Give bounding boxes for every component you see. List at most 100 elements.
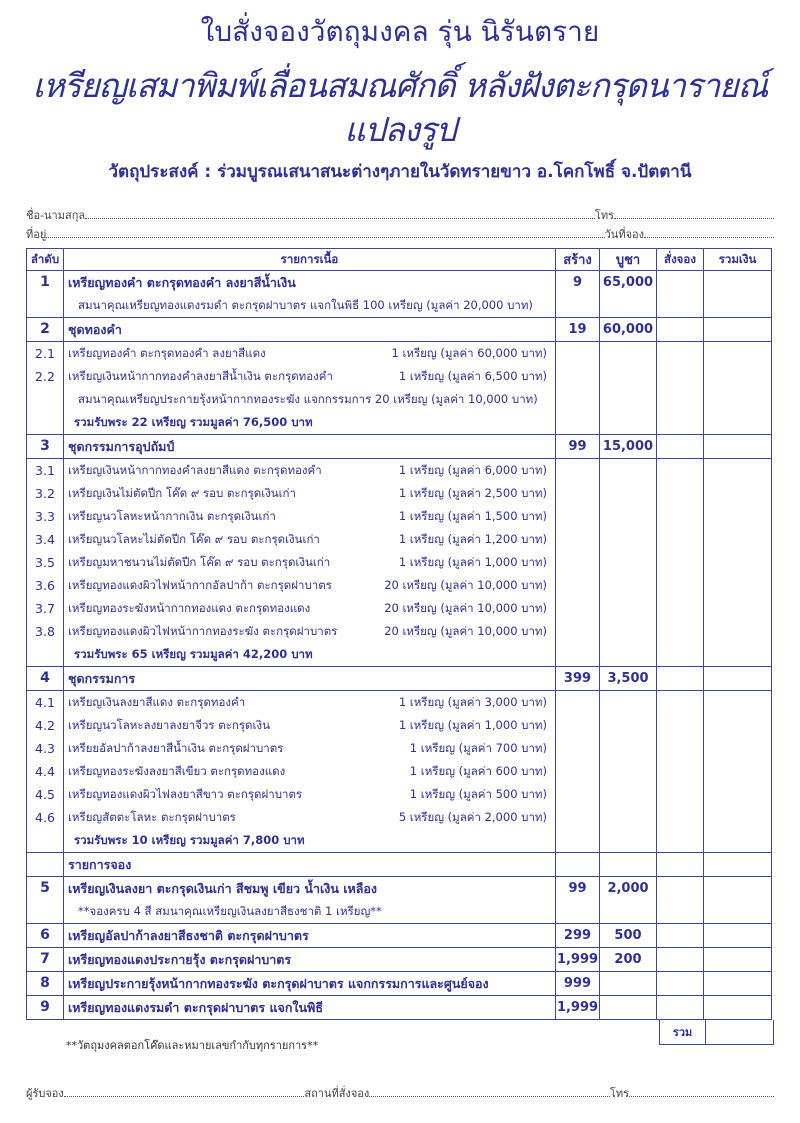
amount-field[interactable] xyxy=(703,458,772,667)
item-line: เหรียญทองระฆังหน้ากากทองแดง ตะกรุดทองแดง… xyxy=(64,597,555,620)
item-text: เหรียญนวโลหะลงยาลงยาจีวร ตะกรุดเงิน xyxy=(68,718,270,732)
order-quantity-field[interactable] xyxy=(656,458,704,667)
order-quantity-field[interactable] xyxy=(656,317,704,342)
item-text: เหรียญทองคำ ตะกรุดทองคำ ลงยาสีน้ำเงิน xyxy=(68,275,296,290)
item-quantity-value: 1 เหรียญ (มูลค่า 1,200 บาท) xyxy=(398,532,547,546)
total-field[interactable] xyxy=(706,1020,773,1044)
amount-field[interactable] xyxy=(703,923,772,948)
table-row: 9 เหรียญทองแดงรมดำ ตะกรุดฝาบาตร แจกในพิธี… xyxy=(26,995,772,1020)
item-text: เหรียญเงินลงยาสีแดง ตะกรุดทองคำ xyxy=(68,695,246,709)
item-text: เหรียยอัลปาก้าลงยาสีน้ำเงิน ตะกรุดฝาบาตร xyxy=(68,741,284,755)
footnote: **วัตถุมงคลตอกโค๊ดและหมายเลขกำกับทุกรายก… xyxy=(66,1039,319,1052)
address-field[interactable] xyxy=(46,229,605,238)
build-count xyxy=(555,341,600,435)
table-row: 3.1 3.2 3.3 3.4 3.5 3.6 3.7 3.8 เหรียญเงินหน้ากา… xyxy=(26,458,772,667)
item-description-cell: เหรียญทองคำ ตะกรุดทองคำ ลงยาสีแดง 1 เหรีย… xyxy=(63,341,556,435)
amount-field[interactable] xyxy=(703,947,772,972)
order-quantity-field[interactable] xyxy=(656,341,704,435)
table-row: 1 เหรียญทองคำ ตะกรุดทองคำ ลงยาสีน้ำเงิน สม… xyxy=(26,270,772,318)
item-number: 3.6 xyxy=(35,578,55,593)
amount-field[interactable] xyxy=(703,434,772,459)
amount-field[interactable] xyxy=(703,852,772,877)
item-text: เหรียญทองแดงรมดำ ตะกรุดฝาบาตร แจกในพิธี xyxy=(68,1000,323,1015)
item-text: ชุดกรรมการ xyxy=(68,671,136,686)
amount-field[interactable] xyxy=(703,971,772,996)
item-line: เหรียญประกายรุ้งหน้ากากทองระฆัง ตะกรุดฝา… xyxy=(64,972,555,995)
amount-field[interactable] xyxy=(703,876,772,924)
item-number: 3 xyxy=(40,438,50,454)
item-text: รวมรับพระ 10 เหรียญ รวมมูลค่า 7,800 บาท xyxy=(74,833,305,847)
form-subtitle: เหรียญเสมาพิมพ์เลื่อนสมณศักดิ์ หลังฝังตะ… xyxy=(32,66,769,149)
item-description-cell: เหรียญเงินลงยาสีแดง ตะกรุดทองคำ 1 เหรียญ … xyxy=(63,690,556,853)
order-quantity-field[interactable] xyxy=(656,434,704,459)
header-item: รายการเนื้อ xyxy=(63,248,556,271)
phone-field[interactable] xyxy=(614,210,774,219)
name-field[interactable] xyxy=(85,210,595,219)
form-purpose: วัตถุประสงค์ : ร่วมบูรณเสนาสนะต่างๆภายใน… xyxy=(108,162,692,182)
order-quantity-field[interactable] xyxy=(656,971,704,996)
item-description-cell: ชุดกรรมการอุปถัมป์ xyxy=(63,434,556,459)
order-quantity-field[interactable] xyxy=(656,270,704,318)
item-number-cell: 3 xyxy=(26,434,64,459)
place-field[interactable] xyxy=(369,1088,610,1097)
price xyxy=(599,690,657,853)
amount-field[interactable] xyxy=(703,317,772,342)
price: 3,500 xyxy=(599,666,657,691)
amount-field[interactable] xyxy=(703,341,772,435)
item-line: เหรียญมหาชนวนไม่ตัดปีก โค๊ด ๙ รอบ ตะกรุด… xyxy=(64,551,555,574)
order-quantity-field[interactable] xyxy=(656,923,704,948)
item-number xyxy=(27,829,63,852)
item-description-cell: เหรียญทองคำ ตะกรุดทองคำ ลงยาสีน้ำเงินสมน… xyxy=(63,270,556,318)
amount-field[interactable] xyxy=(703,666,772,691)
item-line: เหรียญเงินหน้ากากทองคำลงยาสีแดง ตะกรุดทอ… xyxy=(64,459,555,482)
footer-phone-field[interactable] xyxy=(629,1088,774,1097)
item-line: เหรียญอัลปาก้าลงยาสีธงชาติ ตะกรุดฝาบาตร xyxy=(64,924,555,947)
item-number-cell: 2 xyxy=(26,317,64,342)
item-number: 9 xyxy=(40,999,50,1015)
build-count: 99 xyxy=(555,876,600,924)
date-field[interactable] xyxy=(644,229,774,238)
item-quantity-value: 1 เหรียญ (มูลค่า 6,000 บาท) xyxy=(398,463,547,477)
item-line: สมนาคุณเหรียญทองแดงรมดำ ตะกรุดฝาบาตร แจก… xyxy=(64,294,555,317)
receiver-field[interactable] xyxy=(63,1088,305,1097)
item-number: 6 xyxy=(40,927,50,943)
item-line: เหรียญทองคำ ตะกรุดทองคำ ลงยาสีแดง 1 เหรีย… xyxy=(64,342,555,365)
price xyxy=(599,971,657,996)
amount-field[interactable] xyxy=(703,995,772,1020)
item-number: 3.3 xyxy=(35,509,55,524)
item-line: รวมรับพระ 10 เหรียญ รวมมูลค่า 7,800 บาท xyxy=(64,829,555,852)
order-quantity-field[interactable] xyxy=(656,947,704,972)
order-quantity-field[interactable] xyxy=(656,876,704,924)
item-text: เหรียญนวโลหะหน้ากากเงิน ตะกรุดเงินเก่า xyxy=(68,509,276,523)
amount-field[interactable] xyxy=(703,690,772,853)
item-number: 4.6 xyxy=(35,810,55,825)
order-quantity-field[interactable] xyxy=(656,666,704,691)
item-line: เหรียญนวโลหะลงยาลงยาจีวร ตะกรุดเงิน 1 เหร… xyxy=(64,714,555,737)
item-description-cell: เหรียญอัลปาก้าลงยาสีธงชาติ ตะกรุดฝาบาตร xyxy=(63,923,556,948)
item-text: เหรียญทองแดงผิวไฟหน้ากากอัลปาก้า ตะกรุดฝ… xyxy=(68,578,332,592)
item-quantity-value: 5 เหรียญ (มูลค่า 2,000 บาท) xyxy=(398,810,547,824)
item-text: **จองครบ 4 สี สมนาคุณเหรียญเงินลงยาสีธงช… xyxy=(78,904,382,918)
item-line: เหรียญนวโลหะหน้ากากเงิน ตะกรุดเงินเก่า 1 … xyxy=(64,505,555,528)
item-number: 3.1 xyxy=(35,463,55,478)
item-number: 5 xyxy=(40,880,50,896)
item-description-cell: เหรียญเงินหน้ากากทองคำลงยาสีแดง ตะกรุดทอ… xyxy=(63,458,556,667)
header-build: สร้าง xyxy=(555,248,600,271)
item-text: เหรียญเงินหน้ากากทองคำลงยาสีแดง ตะกรุดทอ… xyxy=(68,463,322,477)
order-quantity-field[interactable] xyxy=(656,995,704,1020)
item-line: เหรียญเงินลงยา ตะกรุดเงินเก่า สีชมพู เขี… xyxy=(64,877,555,900)
item-number xyxy=(27,900,63,923)
amount-field[interactable] xyxy=(703,270,772,318)
item-description-cell: ชุดทองคำ xyxy=(63,317,556,342)
order-quantity-field[interactable] xyxy=(656,690,704,853)
item-line: ชุดทองคำ xyxy=(64,318,555,341)
item-line: เหรียญทองแดงผิวไฟหน้ากากทองระฆัง ตะกรุดฝ… xyxy=(64,620,555,643)
item-number-cell xyxy=(26,852,64,877)
item-number: 2.1 xyxy=(35,346,55,361)
header-amount: รวมเงิน xyxy=(703,248,772,271)
item-line: เหรียญสัตตะโลหะ ตะกรุดฝาบาตร 5 เหรียญ (มู… xyxy=(64,806,555,829)
item-number-cell: 4 xyxy=(26,666,64,691)
order-quantity-field[interactable] xyxy=(656,852,704,877)
item-description-cell: เหรียญทองแดงประกายรุ้ง ตะกรุดฝาบาตร xyxy=(63,947,556,972)
